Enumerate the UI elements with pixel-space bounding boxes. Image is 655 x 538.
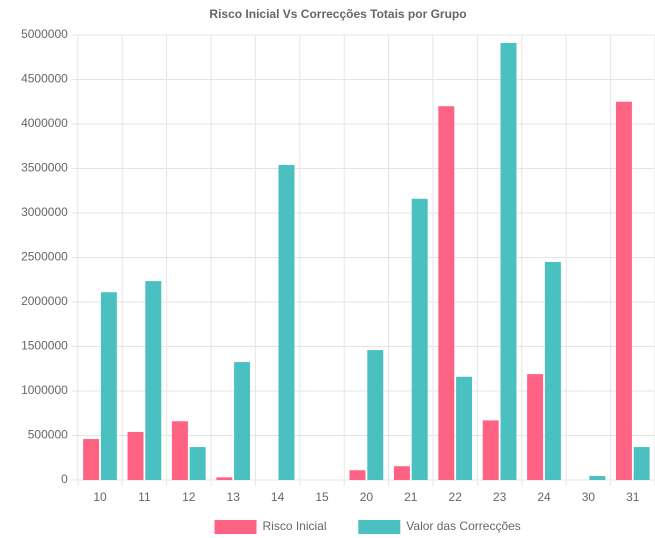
- bar: [527, 374, 544, 480]
- bar: [411, 198, 428, 480]
- bar: [456, 376, 473, 480]
- x-tick-label: 30: [582, 490, 596, 504]
- bar: [544, 261, 561, 480]
- bar: [171, 421, 188, 480]
- bar: [589, 475, 606, 480]
- legend-label: Risco Inicial: [263, 519, 327, 533]
- x-tick-label: 20: [360, 490, 374, 504]
- y-tick-label: 5000000: [21, 27, 68, 41]
- bar: [393, 466, 410, 480]
- bar: [145, 281, 162, 480]
- y-tick-label: 0: [61, 472, 68, 486]
- legend-swatch: [358, 520, 401, 534]
- bar: [615, 101, 632, 480]
- x-tick-label: 21: [404, 490, 418, 504]
- bar: [216, 477, 233, 480]
- legend-label: Valor das Correcções: [406, 519, 521, 533]
- bar: [234, 362, 251, 480]
- y-tick-label: 3500000: [21, 161, 68, 175]
- y-tick-label: 4000000: [21, 116, 68, 130]
- bar: [100, 292, 117, 480]
- y-tick-label: 1500000: [21, 339, 68, 353]
- y-tick-label: 2500000: [21, 250, 68, 264]
- y-tick-label: 1000000: [21, 383, 68, 397]
- x-tick-label: 10: [93, 490, 107, 504]
- y-tick-label: 2000000: [21, 294, 68, 308]
- bar: [83, 439, 100, 480]
- bar: [278, 164, 295, 480]
- x-tick-label: 22: [449, 490, 463, 504]
- bar: [482, 420, 499, 480]
- bar: [500, 43, 517, 480]
- x-tick-label: 14: [271, 490, 285, 504]
- x-tick-label: 24: [537, 490, 551, 504]
- bar: [367, 350, 384, 480]
- bar: [438, 106, 455, 480]
- y-tick-label: 500000: [28, 428, 68, 442]
- x-tick-label: 12: [182, 490, 196, 504]
- x-tick-label: 13: [227, 490, 241, 504]
- bar: [349, 470, 366, 480]
- x-tick-label: 31: [626, 490, 640, 504]
- bar: [189, 447, 206, 480]
- x-tick-label: 15: [315, 490, 329, 504]
- y-tick-label: 4500000: [21, 72, 68, 86]
- x-tick-label: 23: [493, 490, 507, 504]
- x-tick-label: 11: [138, 490, 151, 504]
- bar: [633, 447, 650, 480]
- y-tick-label: 3000000: [21, 205, 68, 219]
- bar: [127, 431, 144, 480]
- legend-swatch: [214, 520, 257, 534]
- chart-title: Risco Inicial Vs Correcções Totais por G…: [209, 7, 466, 21]
